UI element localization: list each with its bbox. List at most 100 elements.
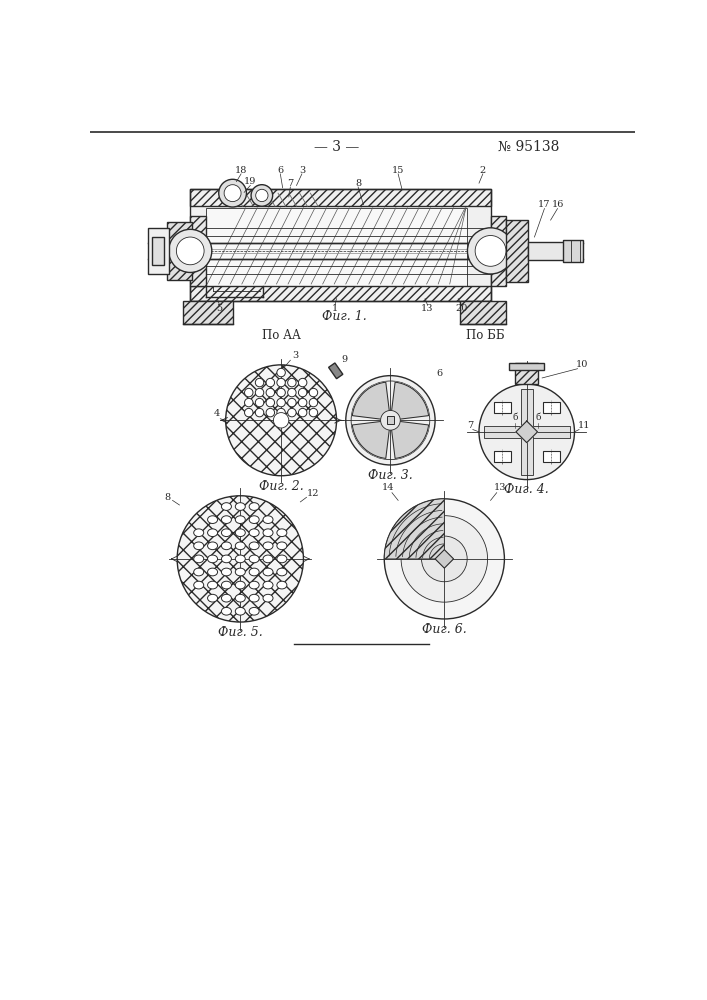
Bar bbox=[182, 301, 233, 324]
Bar bbox=[515, 363, 538, 384]
Text: 15: 15 bbox=[392, 166, 404, 175]
Bar bbox=[190, 216, 206, 286]
Circle shape bbox=[245, 388, 253, 397]
Bar bbox=[460, 301, 506, 324]
Circle shape bbox=[277, 398, 286, 407]
Bar bbox=[493, 402, 510, 413]
Bar bbox=[148, 228, 169, 274]
Circle shape bbox=[479, 384, 575, 480]
Bar bbox=[190, 189, 491, 206]
Ellipse shape bbox=[277, 581, 287, 589]
Text: 18: 18 bbox=[235, 166, 247, 175]
Ellipse shape bbox=[235, 581, 245, 589]
Ellipse shape bbox=[249, 568, 259, 576]
Ellipse shape bbox=[277, 555, 287, 563]
Circle shape bbox=[277, 388, 286, 397]
Text: 6: 6 bbox=[277, 166, 284, 175]
Bar bbox=[543, 402, 560, 413]
Circle shape bbox=[421, 536, 467, 582]
Bar bbox=[190, 286, 491, 301]
Bar bbox=[387, 416, 395, 424]
Circle shape bbox=[298, 408, 307, 417]
Circle shape bbox=[266, 408, 274, 417]
Bar bbox=[491, 216, 506, 286]
Bar bbox=[493, 451, 510, 462]
Ellipse shape bbox=[208, 516, 218, 523]
Circle shape bbox=[346, 376, 435, 465]
Ellipse shape bbox=[235, 594, 245, 602]
Text: 3: 3 bbox=[299, 166, 305, 175]
Text: 8: 8 bbox=[165, 493, 171, 502]
Ellipse shape bbox=[208, 581, 218, 589]
Circle shape bbox=[255, 378, 264, 387]
Ellipse shape bbox=[263, 516, 273, 523]
Ellipse shape bbox=[263, 594, 273, 602]
Ellipse shape bbox=[221, 555, 231, 563]
Bar bbox=[460, 301, 506, 324]
Ellipse shape bbox=[194, 581, 204, 589]
Text: 13: 13 bbox=[421, 304, 433, 313]
Text: 16: 16 bbox=[551, 200, 563, 209]
Circle shape bbox=[266, 388, 274, 397]
Ellipse shape bbox=[194, 542, 204, 550]
Bar bbox=[506, 220, 527, 282]
Text: 11: 11 bbox=[578, 421, 590, 430]
Wedge shape bbox=[385, 499, 444, 559]
Ellipse shape bbox=[249, 516, 259, 523]
Text: 8: 8 bbox=[355, 179, 361, 188]
Ellipse shape bbox=[221, 516, 231, 523]
Circle shape bbox=[226, 365, 337, 476]
Circle shape bbox=[218, 179, 247, 207]
Bar bbox=[543, 451, 560, 462]
Bar bbox=[190, 286, 491, 301]
Bar bbox=[329, 363, 343, 379]
Circle shape bbox=[288, 398, 296, 407]
Circle shape bbox=[224, 185, 241, 202]
Ellipse shape bbox=[235, 555, 245, 563]
Text: 9: 9 bbox=[341, 355, 347, 364]
Bar bbox=[506, 220, 527, 282]
Polygon shape bbox=[352, 420, 390, 458]
Circle shape bbox=[255, 398, 264, 407]
Circle shape bbox=[309, 408, 317, 417]
Text: Фиг. 1.: Фиг. 1. bbox=[322, 310, 367, 323]
Circle shape bbox=[266, 378, 274, 387]
Ellipse shape bbox=[263, 529, 273, 537]
Bar bbox=[520, 389, 533, 475]
Ellipse shape bbox=[277, 529, 287, 537]
Bar bbox=[182, 301, 233, 324]
Text: 7: 7 bbox=[287, 179, 293, 188]
Ellipse shape bbox=[249, 503, 259, 510]
Ellipse shape bbox=[277, 542, 287, 550]
Text: По ББ: По ББ bbox=[466, 329, 505, 342]
Bar bbox=[152, 237, 164, 265]
Bar bbox=[167, 222, 192, 280]
Ellipse shape bbox=[221, 607, 231, 615]
Ellipse shape bbox=[249, 529, 259, 537]
Circle shape bbox=[177, 496, 303, 622]
Ellipse shape bbox=[208, 555, 218, 563]
Text: 1: 1 bbox=[332, 304, 338, 313]
Text: 17: 17 bbox=[538, 200, 551, 209]
Circle shape bbox=[467, 228, 514, 274]
Circle shape bbox=[288, 388, 296, 397]
Ellipse shape bbox=[221, 503, 231, 510]
Ellipse shape bbox=[235, 607, 245, 615]
Circle shape bbox=[255, 408, 264, 417]
Ellipse shape bbox=[194, 568, 204, 576]
Text: 2: 2 bbox=[480, 166, 486, 175]
Circle shape bbox=[274, 413, 288, 428]
Circle shape bbox=[309, 398, 317, 407]
Bar bbox=[491, 216, 506, 286]
Bar bbox=[509, 363, 544, 370]
Text: 6: 6 bbox=[436, 369, 442, 378]
Bar bbox=[206, 208, 467, 286]
Ellipse shape bbox=[263, 581, 273, 589]
Circle shape bbox=[309, 388, 317, 397]
Ellipse shape bbox=[249, 607, 259, 615]
Text: — 3 —: — 3 — bbox=[314, 140, 359, 154]
Text: Фиг. 6.: Фиг. 6. bbox=[422, 623, 467, 636]
Ellipse shape bbox=[221, 581, 231, 589]
Circle shape bbox=[380, 410, 400, 430]
Polygon shape bbox=[352, 382, 390, 420]
